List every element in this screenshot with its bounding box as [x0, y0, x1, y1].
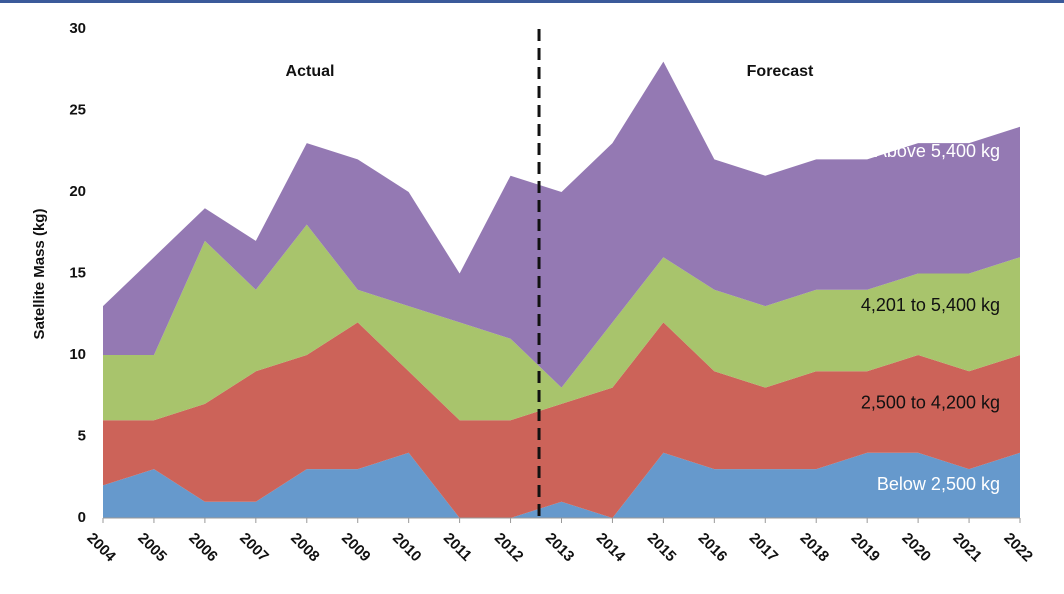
- x-tick-label: 2018: [797, 530, 833, 566]
- x-tick-label: 2008: [287, 530, 323, 566]
- areas: [103, 61, 1020, 518]
- area: [103, 452, 1020, 518]
- y-tick-label: 5: [78, 427, 86, 444]
- x-tick-label: 2013: [542, 530, 578, 566]
- top-border: [0, 0, 1064, 3]
- x-tick-label: 2017: [746, 530, 782, 566]
- legend-label: 2,500 to 4,200 kg: [861, 393, 1000, 413]
- x-tick-label: 2020: [898, 530, 934, 566]
- annotation: Forecast: [747, 63, 814, 80]
- x-tick-label: 2010: [389, 530, 425, 566]
- x-tick-label: 2004: [83, 530, 119, 566]
- x-tick-label: 2009: [338, 530, 374, 566]
- legend-label: 4,201 to 5,400 kg: [861, 295, 1000, 315]
- x-tick-label: 2016: [695, 530, 731, 566]
- y-axis-label: Satellite Mass (kg): [31, 209, 48, 340]
- x-tick-label: 2011: [440, 530, 475, 565]
- legend-label: Above 5,400 kg: [875, 141, 1000, 161]
- x-tick-label: 2021: [949, 530, 985, 566]
- y-tick-label: 0: [78, 509, 86, 526]
- y-tick-label: 10: [69, 346, 86, 363]
- x-tick-label: 2005: [134, 530, 170, 566]
- y-tick-label: 25: [69, 101, 86, 118]
- x-tick-label: 2007: [236, 530, 272, 566]
- x-tick-label: 2006: [185, 530, 221, 566]
- x-tick-label: 2014: [593, 530, 629, 566]
- area: [103, 322, 1020, 518]
- legend-label: Below 2,500 kg: [877, 474, 1000, 494]
- x-tick-label: 2019: [848, 530, 884, 566]
- y-tick-label: 15: [69, 264, 86, 281]
- area: [103, 61, 1020, 388]
- x-tick-label: 2012: [491, 530, 527, 566]
- x-tick-label: 2022: [1000, 530, 1036, 566]
- area: [103, 224, 1020, 421]
- x-tick-label: 2015: [644, 530, 680, 566]
- y-tick-label: 20: [69, 183, 86, 200]
- annotation: Actual: [286, 63, 335, 80]
- y-tick-label: 30: [69, 20, 86, 37]
